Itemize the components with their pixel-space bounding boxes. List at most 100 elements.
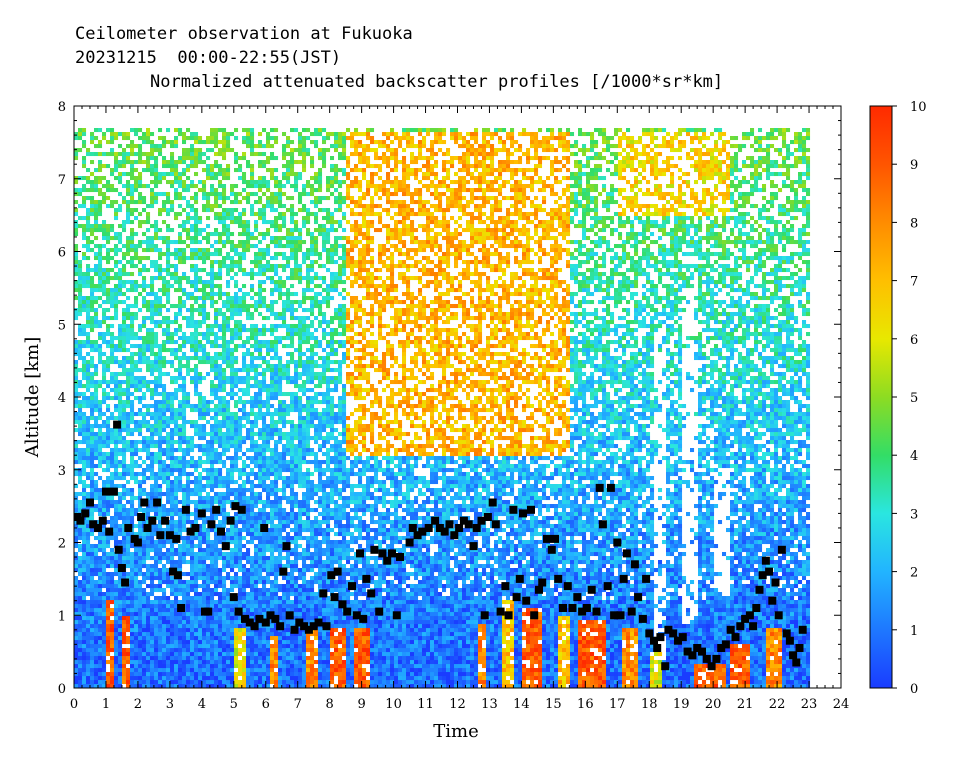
- layer-height-marker: [606, 483, 615, 492]
- layer-height-marker: [212, 505, 221, 514]
- y-tick-label: 7: [58, 173, 66, 188]
- layer-height-marker: [598, 520, 607, 529]
- layer-height-marker: [698, 647, 706, 656]
- layer-height-marker: [755, 585, 764, 594]
- layer-height-marker: [717, 644, 726, 652]
- layer-height-marker: [137, 513, 146, 521]
- layer-height-marker: [276, 622, 285, 631]
- layer-height-marker: [798, 625, 807, 634]
- layer-height-marker: [231, 502, 240, 511]
- y-tick-label: 0: [58, 682, 66, 697]
- layer-height-marker: [645, 629, 654, 638]
- layer-height-marker: [86, 498, 94, 507]
- x-tick-label: 8: [326, 697, 334, 712]
- layer-height-marker: [653, 644, 662, 652]
- x-tick-label: 3: [166, 697, 174, 712]
- layer-height-marker: [777, 545, 786, 554]
- layer-height-marker: [148, 516, 157, 525]
- layer-height-marker: [173, 571, 182, 580]
- layer-height-marker: [634, 593, 643, 602]
- layer-height-marker: [81, 509, 90, 518]
- layer-height-marker: [782, 629, 791, 638]
- layer-height-marker: [761, 556, 770, 565]
- x-tick-label: 9: [357, 697, 365, 712]
- x-tick-label: 7: [294, 697, 302, 712]
- layer-height-marker: [702, 654, 711, 663]
- layer-height-marker: [543, 534, 551, 543]
- layer-height-marker: [169, 567, 178, 576]
- colorbar-tick-label: 2: [910, 566, 918, 581]
- layer-height-marker: [509, 505, 518, 514]
- layer-height-marker: [638, 614, 647, 623]
- layer-height-marker: [642, 574, 651, 583]
- x-tick-label: 1: [102, 697, 110, 712]
- layer-height-marker: [207, 520, 216, 529]
- layer-height-marker: [650, 636, 658, 645]
- layer-height-marker: [204, 607, 213, 616]
- layer-height-marker: [522, 596, 531, 605]
- layer-height-marker: [161, 516, 170, 525]
- layer-height-marker: [592, 607, 601, 616]
- layer-height-marker: [285, 611, 294, 620]
- layer-height-marker: [383, 556, 392, 565]
- layer-height-marker: [619, 574, 628, 583]
- layer-height-marker: [736, 622, 745, 631]
- layer-height-marker: [551, 534, 559, 543]
- layer-height-marker: [124, 524, 133, 532]
- layer-height-marker: [367, 589, 376, 598]
- layer-height-marker: [693, 644, 702, 652]
- layer-height-marker: [578, 607, 587, 616]
- colorbar-tick-label: 6: [910, 333, 918, 348]
- layer-height-marker: [245, 618, 254, 627]
- layer-height-marker: [133, 538, 142, 547]
- plot-axes: 0 1 2 3 4 5 6 7 8 9 10 11 12 13 14 15 16 17 18 19 20 21 22 23 24…: [58, 100, 850, 712]
- layer-height-marker: [527, 505, 535, 514]
- chart-title-station: Ceilometer observation at Fukuoka: [75, 24, 413, 44]
- layer-height-marker: [622, 549, 631, 558]
- layer-height-marker: [707, 662, 716, 671]
- layer-height-marker: [504, 611, 513, 620]
- layer-height-marker: [616, 611, 625, 620]
- layer-height-marker: [712, 654, 721, 663]
- layer-height-marker: [109, 487, 118, 496]
- colorbar-tick-label: 4: [910, 449, 918, 464]
- layer-height-marker: [309, 622, 318, 631]
- layer-height-marker: [348, 582, 356, 591]
- layer-height-marker: [388, 549, 396, 558]
- layer-height-marker: [512, 593, 521, 602]
- layer-height-marker: [113, 420, 122, 429]
- layer-height-marker: [595, 483, 604, 492]
- y-tick-label: 2: [58, 537, 66, 552]
- layer-height-marker: [674, 636, 682, 645]
- layer-height-marker: [726, 625, 735, 634]
- layer-height-marker: [678, 633, 687, 642]
- layer-height-marker: [370, 545, 379, 554]
- layer-height-marker: [573, 593, 582, 602]
- layer-height-marker: [758, 571, 767, 580]
- layer-height-marker: [455, 524, 464, 532]
- x-tick-label: 15: [545, 697, 562, 712]
- layer-height-marker: [535, 585, 543, 594]
- layer-height-marker: [237, 505, 246, 514]
- colorbar: 0 1 2 3 4 5 6 7 8 9 10: [869, 100, 927, 697]
- layer-height-marker: [191, 524, 200, 532]
- layer-height-marker: [304, 625, 313, 634]
- layer-height-marker: [413, 531, 422, 540]
- layer-height-marker: [408, 524, 417, 532]
- layer-height-marker: [582, 604, 591, 612]
- layer-height-marker: [290, 625, 299, 634]
- layer-height-marker: [731, 633, 740, 642]
- layer-height-marker: [488, 498, 497, 507]
- layer-height-marker: [172, 534, 181, 543]
- x-tick-label: 2: [134, 697, 142, 712]
- layer-height-marker: [319, 589, 328, 598]
- layer-height-marker: [745, 611, 754, 620]
- layer-height-marker: [76, 516, 85, 525]
- layer-height-marker: [795, 644, 804, 652]
- x-tick-label: 0: [70, 697, 78, 712]
- x-tick-label: 21: [737, 697, 754, 712]
- layer-height-marker: [630, 560, 639, 569]
- layer-height-marker: [181, 505, 190, 514]
- x-tick-label: 5: [230, 697, 238, 712]
- layer-height-marker: [140, 498, 149, 507]
